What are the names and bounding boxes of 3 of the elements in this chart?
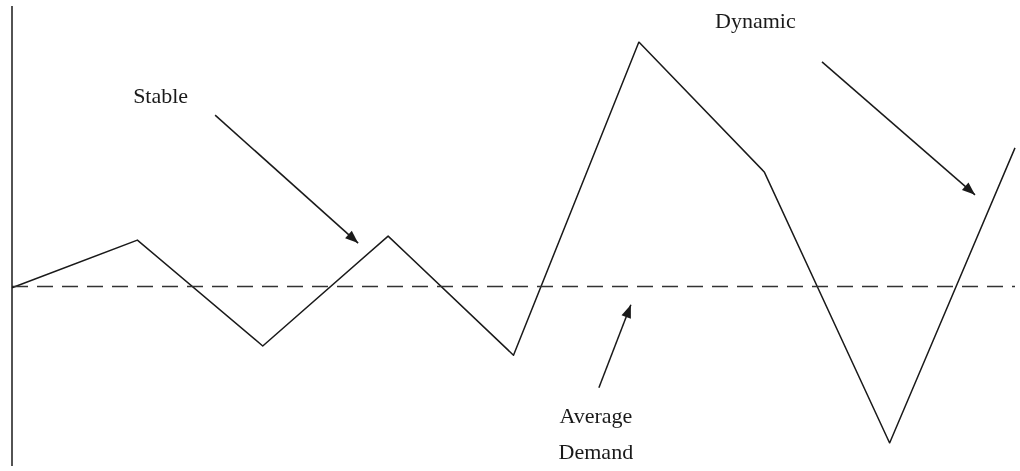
- annotation: Stable: [133, 82, 189, 108]
- ref-line-label: Average Demand: [558, 403, 634, 465]
- text: Dynamic: [715, 8, 796, 34]
